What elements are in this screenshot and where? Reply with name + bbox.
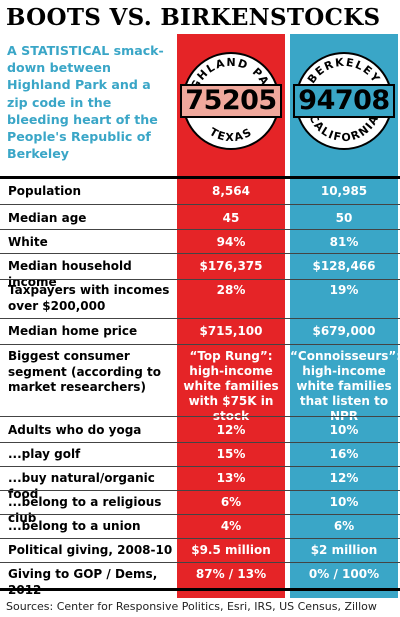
intro-text: A STATISTICAL smack-down between Highlan… (7, 43, 164, 162)
row-divider (0, 318, 400, 319)
berkeley-value: 0% / 100% (308, 567, 380, 581)
highland-park-value: 87% / 13% (195, 567, 267, 581)
row-label: Adults who do yoga (8, 423, 142, 437)
highland-park-badge: HIGHLAND PARK TEXAS 75205 (180, 52, 282, 150)
row-label: Population (8, 184, 82, 198)
row-label: Biggest consumer segment (according to m… (8, 349, 161, 394)
row-label: ...belong to a union (8, 519, 141, 533)
highland-park-value: 45 (222, 211, 240, 225)
page-title: BOOTS VS. BIRKENSTOCKS (6, 4, 381, 31)
row-divider (0, 416, 400, 417)
footer-divider (0, 588, 400, 591)
row-divider (0, 466, 400, 467)
row-divider (0, 442, 400, 443)
berkeley-value: 10,985 (320, 184, 368, 198)
berkeley-zip: 94708 (293, 84, 395, 118)
header-divider (0, 176, 400, 179)
highland-park-value: 13% (216, 471, 246, 485)
berkeley-value: 81% (329, 235, 359, 249)
berkeley-value: 19% (329, 283, 359, 297)
row-label: White (8, 235, 48, 249)
highland-park-value: 4% (220, 519, 242, 533)
highland-park-zip: 75205 (180, 84, 282, 118)
berkeley-value: “Connoisseurs”: high-income white famili… (290, 349, 400, 423)
row-divider (0, 229, 400, 230)
berkeley-value: $2 million (310, 543, 378, 557)
highland-park-value: $715,100 (199, 324, 263, 338)
row-label: Giving to GOP / Dems, 2012 (8, 567, 158, 597)
berkeley-value: 12% (329, 471, 359, 485)
highland-park-value: 28% (216, 283, 246, 297)
row-divider (0, 538, 400, 539)
highland-park-value: 8,564 (212, 184, 250, 198)
row-label: ...play golf (8, 447, 81, 461)
highland-park-value: “Top Rung”: high-income white families w… (183, 349, 279, 423)
highland-park-value: 6% (220, 495, 242, 509)
berkeley-arc-top: BERKELEY (305, 56, 383, 86)
highland-park-value: $9.5 million (191, 543, 271, 557)
row-label: Taxpayers with incomes over $200,000 (8, 283, 170, 313)
row-divider (0, 279, 400, 280)
berkeley-value: 50 (335, 211, 353, 225)
row-divider (0, 344, 400, 345)
highland-park-value: 94% (216, 235, 246, 249)
row-divider (0, 562, 400, 563)
row-label: Median household income (8, 259, 132, 289)
berkeley-value: 16% (329, 447, 359, 461)
highland-park-arc-bottom: TEXAS (207, 125, 255, 144)
row-divider (0, 490, 400, 491)
berkeley-value: $128,466 (312, 259, 376, 273)
highland-park-value: 15% (216, 447, 246, 461)
highland-park-value: $176,375 (199, 259, 263, 273)
berkeley-value: 10% (329, 495, 359, 509)
row-divider (0, 253, 400, 254)
berkeley-value: 6% (333, 519, 355, 533)
row-label: Political giving, 2008-10 (8, 543, 173, 557)
row-label: Median home price (8, 324, 138, 338)
sources-note: Sources: Center for Responsive Politics,… (6, 600, 377, 613)
row-divider (0, 204, 400, 205)
berkeley-value: $679,000 (312, 324, 376, 338)
berkeley-badge: BERKELEY CALIFORNIA 94708 (293, 52, 395, 150)
berkeley-value: 10% (329, 423, 359, 437)
highland-park-value: 12% (216, 423, 246, 437)
row-label: Median age (8, 211, 87, 225)
row-divider (0, 514, 400, 515)
